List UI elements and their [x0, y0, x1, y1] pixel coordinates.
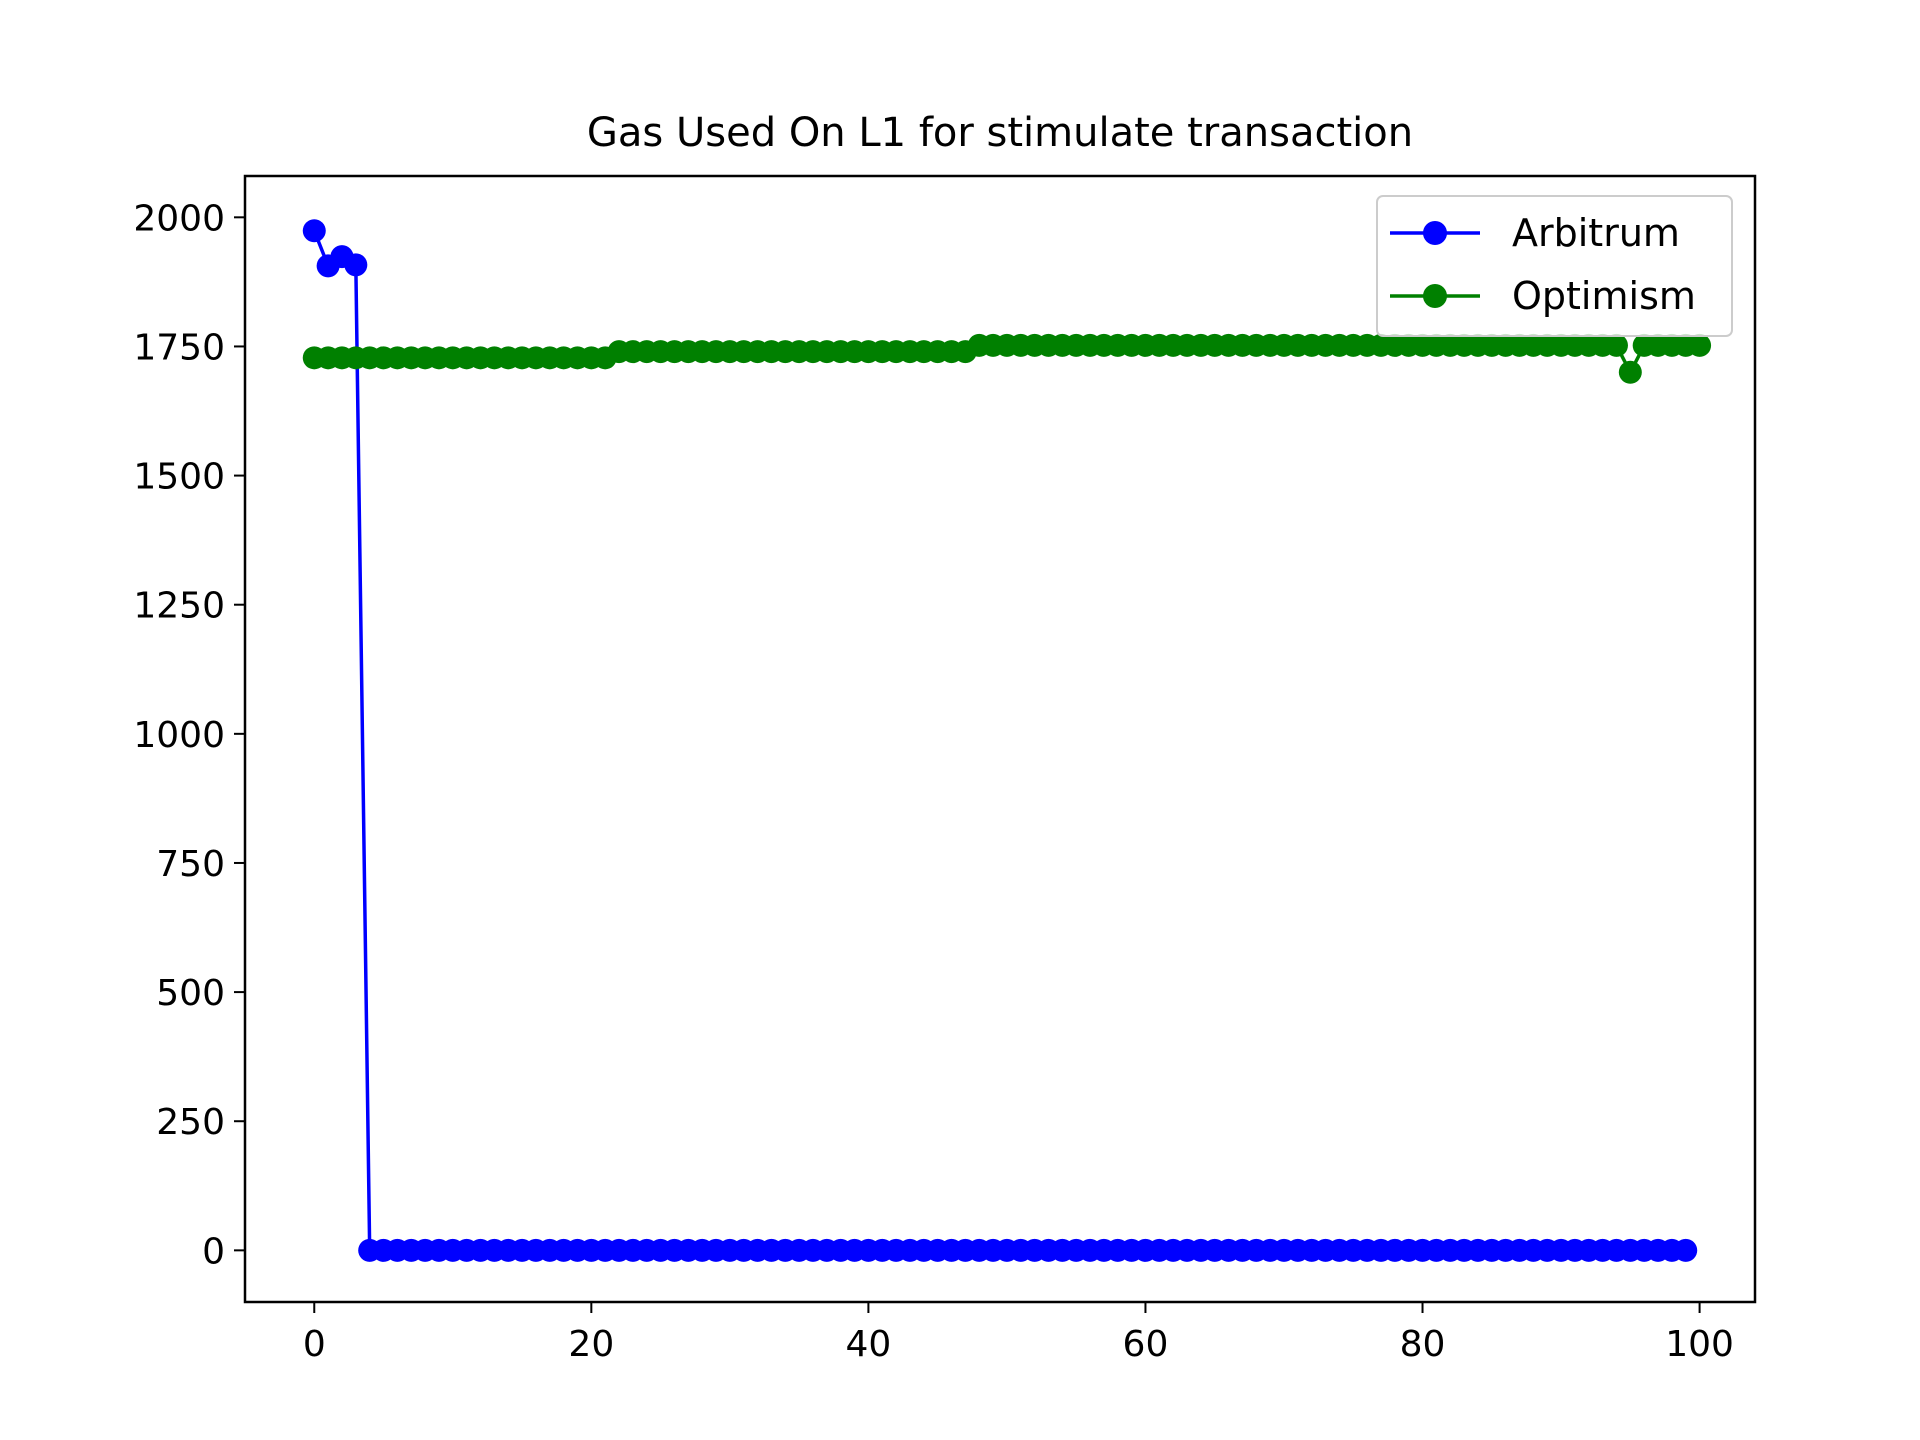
legend-marker — [1423, 284, 1447, 308]
x-tick-label: 40 — [845, 1324, 891, 1365]
legend-label: Arbitrum — [1512, 211, 1680, 255]
chart-title: Gas Used On L1 for stimulate transaction — [587, 110, 1413, 156]
legend-item-arbitrum: Arbitrum — [1390, 211, 1680, 255]
data-point — [1674, 1238, 1698, 1262]
plot-area — [302, 219, 1712, 1262]
y-tick-label: 0 — [202, 1231, 225, 1272]
data-point — [1688, 333, 1712, 357]
series-arbitrum — [302, 219, 1698, 1262]
series-line — [312, 230, 1686, 1253]
y-tick-label: 500 — [156, 973, 225, 1014]
legend-marker — [1423, 221, 1447, 245]
x-tick-label: 60 — [1123, 1324, 1169, 1365]
data-point — [344, 253, 368, 277]
x-tick-label: 100 — [1665, 1324, 1734, 1365]
y-tick-label: 1500 — [133, 457, 225, 498]
legend: Arbitrum Optimism — [1376, 195, 1733, 337]
data-point — [302, 219, 326, 243]
x-tick-label: 0 — [303, 1324, 326, 1365]
y-tick-label: 1750 — [133, 327, 225, 368]
y-tick-label: 1000 — [133, 715, 225, 756]
y-tick-label: 2000 — [133, 198, 225, 239]
data-point — [1604, 333, 1628, 357]
legend-label: Optimism — [1512, 274, 1696, 318]
data-point — [1618, 360, 1642, 384]
y-tick-label: 750 — [156, 844, 225, 885]
series-optimism — [302, 333, 1712, 384]
legend-box — [1376, 195, 1733, 337]
axes: 0 20 40 60 80 1000250500750100012501500175020… — [133, 174, 1757, 1365]
legend-item-optimism: Optimism — [1390, 274, 1696, 318]
x-tick-label: 20 — [568, 1324, 614, 1365]
y-tick-label: 1250 — [133, 586, 225, 627]
plot-frame — [243, 174, 1757, 1304]
x-tick-label: 80 — [1400, 1324, 1446, 1365]
y-tick-label: 250 — [156, 1102, 225, 1143]
